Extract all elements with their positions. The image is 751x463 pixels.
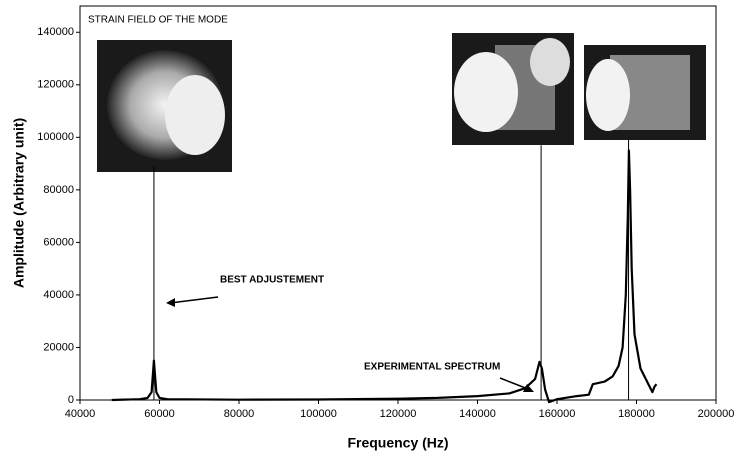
annotation: EXPERIMENTAL SPECTRUM (364, 362, 500, 373)
x-tick-label: 140000 (459, 408, 496, 420)
arrow-head (166, 298, 175, 307)
x-tick-label: 60000 (144, 408, 175, 420)
mode-image (584, 45, 706, 140)
annotation: BEST ADJUSTEMENT (220, 275, 324, 286)
y-tick-label: 80000 (43, 184, 74, 196)
x-axis-title: Frequency (Hz) (347, 435, 448, 451)
y-tick-label: 60000 (43, 236, 74, 248)
x-tick-label: 200000 (698, 408, 735, 420)
arrow (500, 378, 528, 389)
x-tick-label: 40000 (65, 408, 96, 420)
y-axis-title: Amplitude (Arbitrary unit) (11, 118, 27, 288)
x-tick-label: 100000 (300, 408, 337, 420)
y-tick-label: 0 (68, 394, 74, 406)
mode-image (97, 40, 232, 172)
x-tick-label: 80000 (224, 408, 255, 420)
y-tick-label: 120000 (37, 79, 74, 91)
chart: STRAIN FIELD OF THE MODE BEST ADJUSTEMEN… (0, 0, 751, 458)
x-tick-label: 180000 (618, 408, 655, 420)
y-tick-label: 40000 (43, 289, 74, 301)
annotation: STRAIN FIELD OF THE MODE (88, 15, 228, 26)
x-tick-label: 120000 (380, 408, 417, 420)
y-tick-label: 100000 (37, 131, 74, 143)
arrow (170, 297, 218, 303)
mode-image (452, 33, 574, 145)
y-tick-label: 140000 (37, 26, 74, 38)
x-tick-label: 160000 (539, 408, 576, 420)
y-tick-label: 20000 (43, 341, 74, 353)
